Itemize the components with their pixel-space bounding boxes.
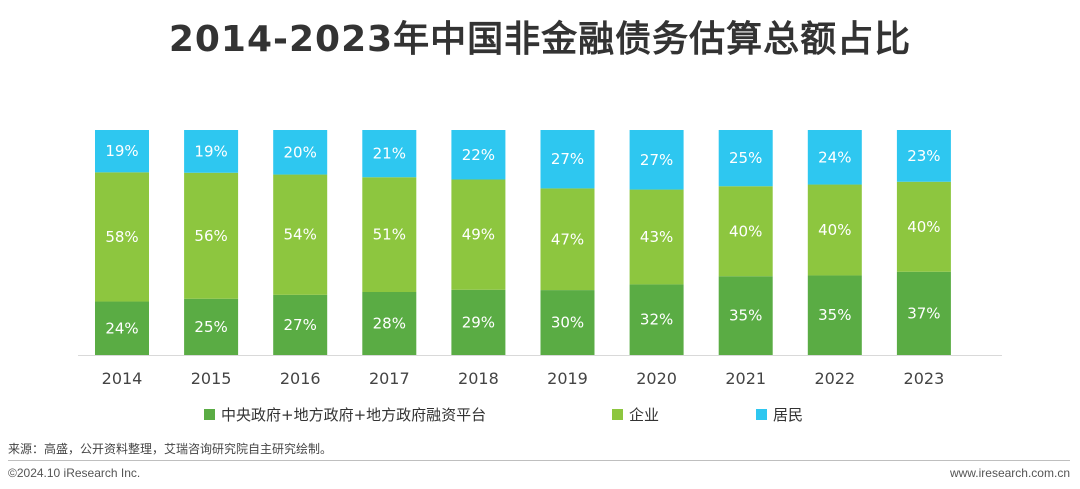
x-tick-label-2022: 2022 <box>814 369 855 388</box>
data-label-household-2022: 24% <box>818 148 851 166</box>
website-link[interactable]: www.iresearch.com.cn <box>949 466 1070 480</box>
bar-enterprise-2021 <box>718 186 773 277</box>
bar-household-2016 <box>273 130 328 175</box>
legend-label-government: 中央政府+地方政府+地方政府融资平台 <box>221 406 487 424</box>
legend-item-government: 中央政府+地方政府+地方政府融资平台 <box>204 404 486 425</box>
bar-government-2018 <box>451 289 506 355</box>
bar-enterprise-2014 <box>95 172 149 302</box>
bar-government-2021 <box>718 276 773 355</box>
bar-enterprise-2019 <box>540 188 595 291</box>
footer-divider <box>8 460 1070 461</box>
data-label-government-2014: 24% <box>105 319 138 337</box>
data-label-government-2017: 28% <box>373 315 406 333</box>
bar-government-2019 <box>540 290 595 355</box>
data-label-household-2023: 23% <box>907 147 940 165</box>
data-label-enterprise-2023: 40% <box>907 218 940 236</box>
x-tick-label-2019: 2019 <box>547 369 588 388</box>
data-label-government-2020: 32% <box>640 311 673 329</box>
data-label-government-2015: 25% <box>194 318 227 336</box>
x-tick-label-2020: 2020 <box>636 369 677 388</box>
copyright-text: ©2024.10 iResearch Inc. <box>8 466 141 480</box>
bar-enterprise-2022 <box>807 184 862 276</box>
legend-swatch-enterprise <box>612 409 623 420</box>
bar-household-2022 <box>807 130 862 185</box>
bar-household-2019 <box>540 130 595 189</box>
data-label-government-2019: 30% <box>551 314 584 332</box>
data-label-enterprise-2015: 56% <box>194 227 227 245</box>
data-label-household-2020: 27% <box>640 151 673 169</box>
legend-swatch-household <box>756 409 767 420</box>
bar-enterprise-2023 <box>896 181 951 272</box>
bar-household-2018 <box>451 130 506 180</box>
data-label-government-2018: 29% <box>462 313 495 331</box>
legend-label-enterprise: 企业 <box>629 406 660 424</box>
data-label-household-2015: 19% <box>194 142 227 160</box>
bar-government-2015 <box>184 298 239 355</box>
data-label-enterprise-2014: 58% <box>105 228 138 246</box>
x-tick-label-2015: 2015 <box>191 369 232 388</box>
legend-label-household: 居民 <box>773 406 804 424</box>
data-label-enterprise-2017: 51% <box>373 226 406 244</box>
data-label-household-2018: 22% <box>462 146 495 164</box>
bar-household-2023 <box>896 130 951 182</box>
x-tick-label-2023: 2023 <box>904 369 945 388</box>
bar-enterprise-2016 <box>273 174 328 295</box>
legend: 中央政府+地方政府+地方政府融资平台 企业 居民 <box>0 404 1080 426</box>
source-note: 来源：高盛，公开资料整理，艾瑞咨询研究院自主研究绘制。 <box>8 442 333 456</box>
bar-government-2016 <box>273 294 328 355</box>
bar-household-2017 <box>362 130 417 178</box>
data-label-enterprise-2016: 54% <box>284 226 317 244</box>
legend-swatch-government <box>204 409 215 420</box>
data-label-enterprise-2019: 47% <box>551 230 584 248</box>
bar-household-2015 <box>184 130 239 173</box>
bar-government-2014 <box>95 301 149 355</box>
bar-government-2022 <box>807 275 862 355</box>
stacked-bar-chart: 24% 58% 19% 2014 25% 56% 19% 2015 27% 54% 20% 2016 2… <box>78 130 1002 388</box>
data-label-enterprise-2021: 40% <box>729 222 762 240</box>
bar-enterprise-2020 <box>629 189 684 285</box>
data-label-enterprise-2020: 43% <box>640 228 673 246</box>
bar-enterprise-2015 <box>184 172 239 299</box>
bar-household-2021 <box>718 130 773 187</box>
bar-enterprise-2018 <box>451 179 506 290</box>
x-tick-label-2016: 2016 <box>280 369 321 388</box>
data-label-government-2023: 37% <box>907 304 940 322</box>
data-label-household-2017: 21% <box>373 145 406 163</box>
x-tick-label-2014: 2014 <box>102 369 143 388</box>
data-label-household-2014: 19% <box>105 142 138 160</box>
bar-government-2023 <box>896 271 951 355</box>
x-tick-label-2017: 2017 <box>369 369 410 388</box>
data-label-household-2016: 20% <box>284 143 317 161</box>
data-label-enterprise-2018: 49% <box>462 226 495 244</box>
data-label-household-2019: 27% <box>551 150 584 168</box>
data-label-household-2021: 25% <box>729 149 762 167</box>
bar-government-2020 <box>629 284 684 355</box>
bar-enterprise-2017 <box>362 177 417 292</box>
bar-government-2017 <box>362 292 417 355</box>
x-tick-label-2018: 2018 <box>458 369 499 388</box>
x-tick-label-2021: 2021 <box>725 369 766 388</box>
bar-household-2014 <box>95 130 149 173</box>
data-label-government-2022: 35% <box>818 306 851 324</box>
legend-item-household: 居民 <box>756 404 803 425</box>
legend-item-enterprise: 企业 <box>612 404 659 425</box>
bar-household-2020 <box>629 130 684 190</box>
chart-title: 2014-2023年中国非金融债务估算总额占比 <box>168 19 912 60</box>
data-label-government-2016: 27% <box>284 316 317 334</box>
data-label-enterprise-2022: 40% <box>818 221 851 239</box>
data-label-government-2021: 35% <box>729 307 762 325</box>
